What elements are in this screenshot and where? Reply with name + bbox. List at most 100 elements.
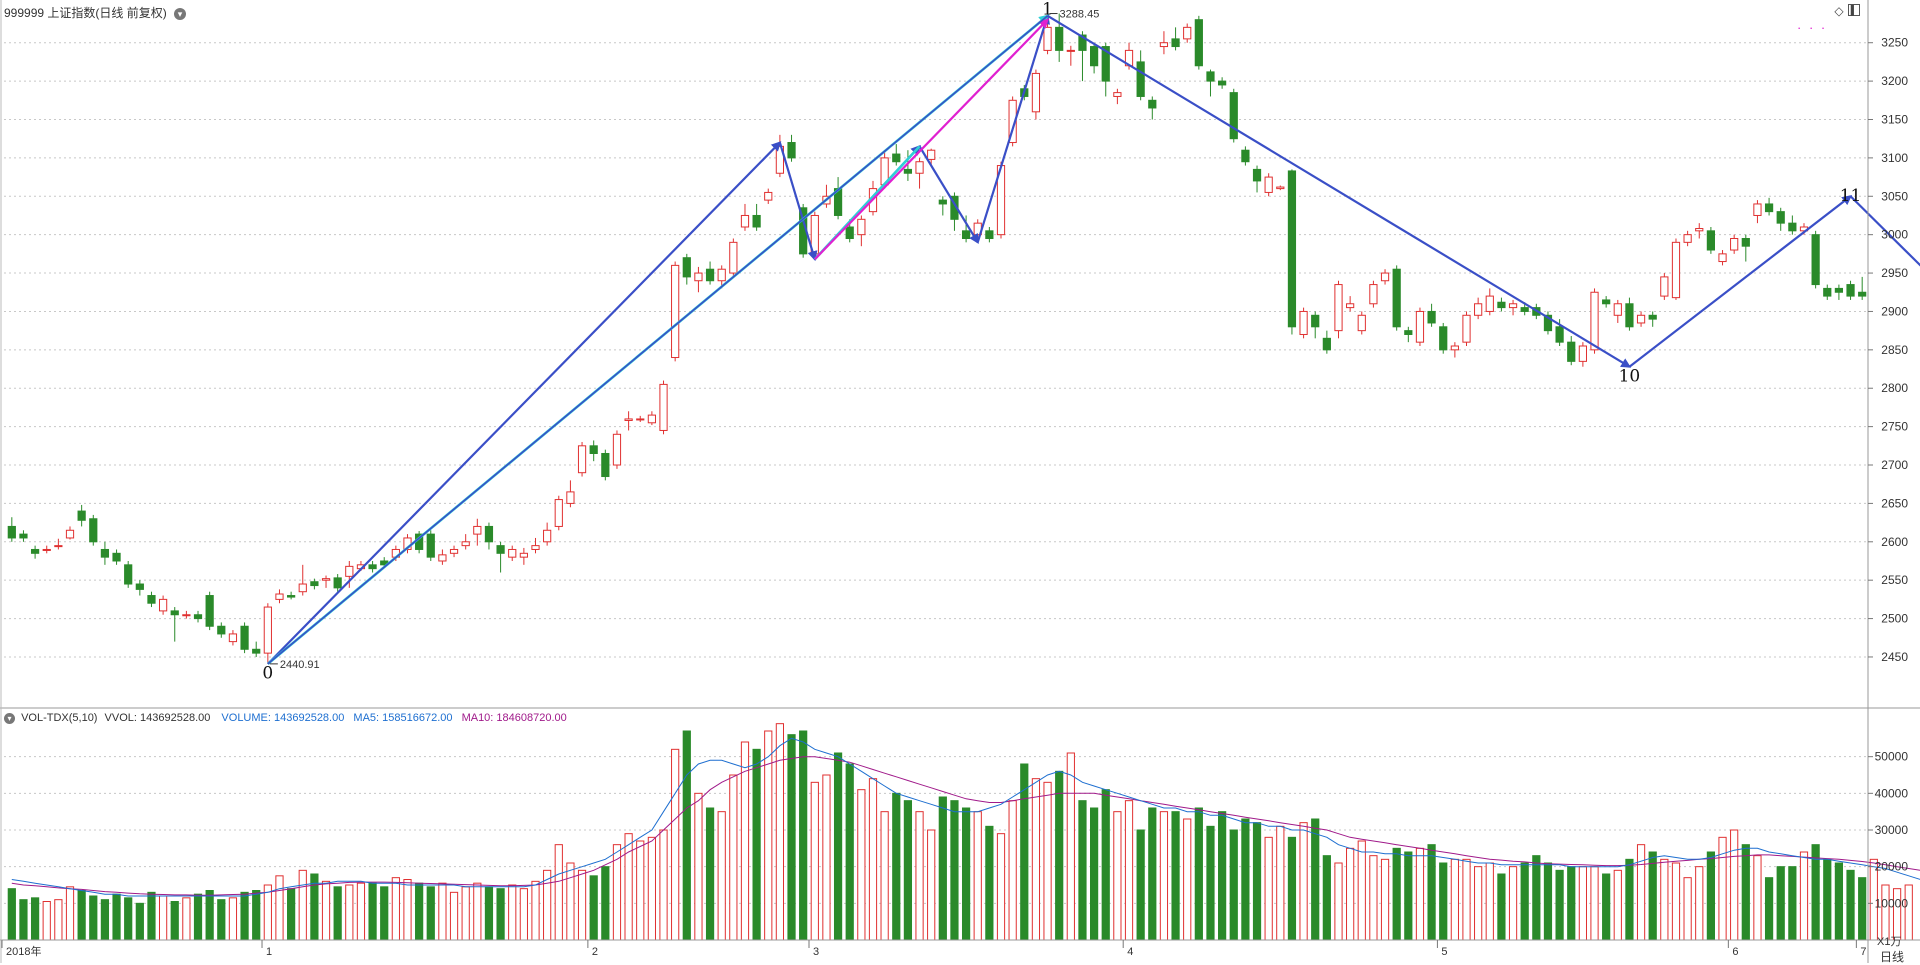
candle (1264, 173, 1273, 197)
wave-lines (267, 13, 1920, 665)
volume-bar (252, 890, 261, 941)
candle-body (1055, 26, 1064, 51)
candle (1753, 200, 1762, 224)
candle-body (961, 230, 971, 240)
candle (1427, 303, 1436, 327)
candle-body (1846, 284, 1855, 297)
candle-body (193, 614, 203, 620)
volume-bar (1764, 877, 1774, 941)
candle (1567, 336, 1576, 366)
candle-body (1858, 291, 1867, 297)
volume-bar (1799, 851, 1809, 941)
diamond-icon[interactable]: ◇ (1834, 4, 1844, 18)
volume-bar (1660, 858, 1669, 941)
candle (543, 522, 552, 546)
candle-body (1066, 49, 1075, 52)
volume-bar (1741, 844, 1750, 941)
candle (1625, 297, 1634, 331)
candle (1171, 27, 1180, 51)
volume-bar (1392, 847, 1401, 941)
candle (89, 514, 98, 546)
candle-body (717, 268, 726, 282)
candle (333, 574, 342, 592)
volume-bar (845, 763, 854, 941)
candle-body (1695, 228, 1704, 232)
candle-body (508, 548, 517, 558)
volume-bar (554, 844, 563, 941)
candle-body (1392, 268, 1401, 328)
candle (1078, 31, 1087, 82)
volume-bar (42, 901, 51, 941)
candle-body (1648, 314, 1657, 320)
volume-bar (915, 811, 924, 941)
volume-bar (403, 879, 412, 941)
volume-bar (764, 730, 773, 941)
ma10-value: MA10: 184608720.00 (461, 712, 567, 724)
volume-bar (810, 781, 819, 941)
candle (1834, 284, 1844, 300)
candle-body (473, 525, 482, 535)
candle (1206, 69, 1215, 97)
period-label[interactable]: 日线 (1880, 950, 1905, 964)
volume-bar (1229, 829, 1238, 941)
candle-body (531, 545, 540, 550)
volume-bar (868, 778, 878, 941)
volume-bar (799, 730, 808, 941)
volume-bar (1904, 884, 1913, 941)
volume-bar (1578, 866, 1587, 941)
candle (1730, 234, 1739, 254)
price-grid (4, 42, 1868, 658)
chevron-down-icon[interactable]: ▾ (174, 7, 187, 20)
candle (1334, 280, 1343, 339)
candle-body (1602, 299, 1611, 305)
candle-body (1159, 42, 1169, 48)
volume-bar (7, 888, 16, 941)
candle-body (519, 552, 528, 558)
candle-body (845, 226, 854, 240)
volume-bar (1148, 807, 1157, 941)
candle (612, 430, 622, 469)
candle-body (228, 633, 238, 643)
date-tick-label: 2018年 (6, 944, 41, 958)
volume-bar (1241, 818, 1250, 941)
candle-body (985, 230, 994, 240)
wave-label: 11 (1840, 186, 1862, 206)
candle (1241, 146, 1250, 166)
volume-bar (426, 886, 435, 941)
chevron-down-icon[interactable]: ▾ (4, 712, 15, 724)
candle (1136, 50, 1145, 101)
candle-body (1683, 234, 1692, 243)
candle-body (1415, 310, 1425, 343)
candle-body (636, 418, 645, 421)
candle (938, 196, 947, 216)
candle-body (694, 272, 703, 282)
candle-body (89, 518, 98, 543)
candle-body (30, 548, 40, 554)
volume-bar (1089, 807, 1099, 941)
price-tick-label: 2700 (1881, 458, 1908, 472)
volume-bar (356, 882, 366, 941)
candle (694, 266, 703, 293)
candle (531, 537, 540, 554)
price-tick-label: 2600 (1881, 535, 1908, 549)
volume-bar (321, 880, 331, 941)
volume-bar (1823, 858, 1832, 941)
candle-body (1718, 253, 1727, 263)
candle (915, 157, 924, 189)
volume-bar (1671, 862, 1681, 941)
candle (1043, 23, 1052, 55)
panel-toggle-icon[interactable]: ▌ (1848, 4, 1860, 16)
candle (577, 441, 587, 477)
candle (1392, 265, 1401, 331)
volume-bar (1439, 862, 1448, 941)
candle-body (1101, 46, 1110, 82)
candle (1450, 342, 1459, 358)
candle-body (368, 564, 377, 570)
volume-bar (1625, 858, 1634, 941)
date-tick-label: 4 (1127, 946, 1133, 958)
volume-ma-lines (11, 737, 1920, 897)
candle-body (1474, 303, 1483, 316)
volume-bar (1322, 855, 1331, 941)
candle-body (705, 268, 715, 282)
